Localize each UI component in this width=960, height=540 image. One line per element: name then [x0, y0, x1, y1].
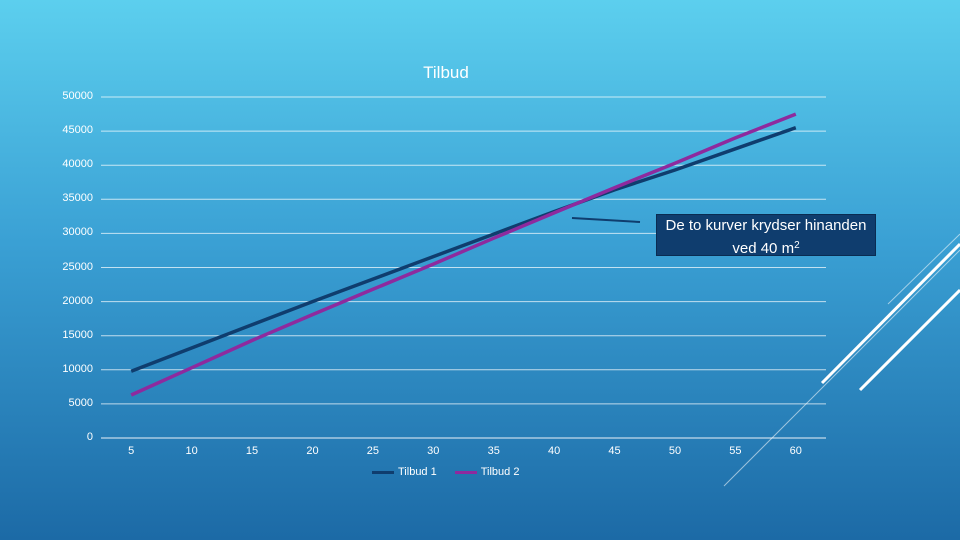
y-tick-label: 5000 [68, 396, 93, 409]
y-tick-label: 35000 [62, 192, 93, 205]
x-tick-label: 10 [185, 445, 198, 457]
x-tick-label: 25 [366, 445, 379, 457]
chart-title: Tilbud [423, 63, 469, 82]
x-tick-label: 45 [608, 445, 621, 457]
series-line-2 [130, 112, 797, 397]
legend-swatch [372, 470, 394, 474]
annotation-superscript: 2 [794, 240, 800, 251]
legend-swatch [454, 470, 477, 474]
x-tick-label: 15 [245, 445, 259, 457]
annotation-leader-line [571, 217, 641, 223]
legend: Tilbud 1 Tilbud 2 [372, 466, 519, 478]
x-tick-label: 5 [128, 445, 135, 457]
x-tick-label: 50 [668, 445, 682, 457]
x-tick-label: 30 [427, 445, 440, 457]
y-tick-label: 0 [86, 431, 93, 443]
decor-line-4 [723, 249, 960, 487]
decor-line-3 [858, 288, 960, 392]
x-tick-label: 60 [789, 445, 802, 457]
series-line-1 [130, 126, 797, 373]
x-tick-label: 20 [306, 445, 319, 457]
x-tick-label: 40 [548, 445, 561, 457]
legend-label: Tilbud 2 [480, 466, 520, 478]
decor-line-1 [887, 233, 960, 305]
y-tick-label: 50000 [62, 90, 93, 102]
decor-line-2 [820, 242, 960, 385]
y-tick-label: 20000 [62, 294, 93, 307]
annotation-text: De to kurver krydser hinanden ved 40 m [665, 217, 867, 257]
annotation-callout: De to kurver krydser hinanden ved 40 m2 [656, 214, 876, 257]
y-tick-label: 30000 [62, 226, 93, 239]
y-tick-label: 45000 [62, 124, 93, 137]
y-tick-label: 40000 [62, 158, 93, 171]
y-tick-label: 25000 [62, 260, 93, 273]
y-tick-label: 15000 [62, 328, 93, 341]
x-tick-label: 35 [487, 445, 500, 457]
x-tick-label: 55 [729, 445, 742, 457]
y-tick-label: 10000 [62, 362, 93, 375]
legend-item: Tilbud 2 [454, 466, 520, 478]
legend-label: Tilbud 1 [398, 466, 437, 478]
legend-item: Tilbud 1 [372, 466, 437, 478]
